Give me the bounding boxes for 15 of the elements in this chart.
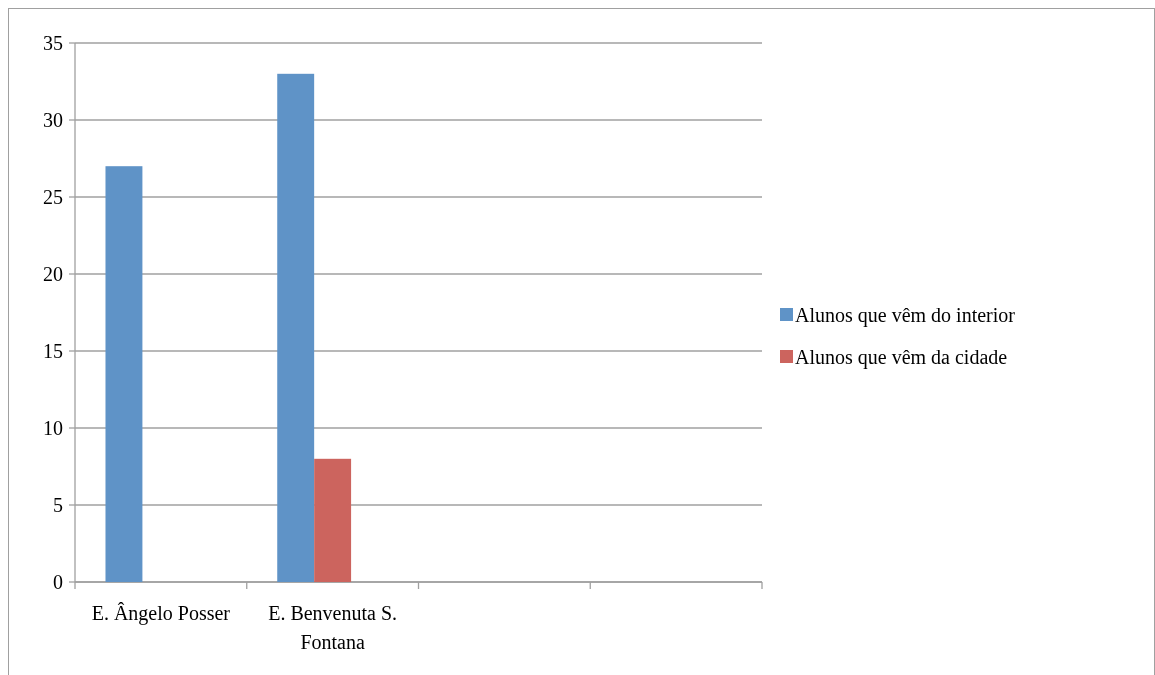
y-tick-label: 5 [53, 494, 63, 516]
bar [105, 166, 143, 582]
y-tick-label: 35 [43, 32, 63, 54]
y-tick-label: 20 [43, 263, 63, 285]
bar [314, 458, 352, 582]
y-tick-label: 0 [53, 571, 63, 593]
y-tick-label: 15 [43, 340, 63, 362]
legend-label: Alunos que vêm da cidade [795, 346, 1008, 369]
legend-label: Alunos que vêm do interior [795, 304, 1016, 327]
y-tick-label: 30 [43, 109, 63, 131]
x-tick-label: E. Ângelo Posser [91, 602, 231, 625]
y-tick-label: 10 [43, 417, 63, 439]
bar [277, 73, 315, 582]
y-tick-label: 25 [43, 186, 63, 208]
x-tick-label: E. Benvenuta S. Fontana [268, 602, 398, 653]
